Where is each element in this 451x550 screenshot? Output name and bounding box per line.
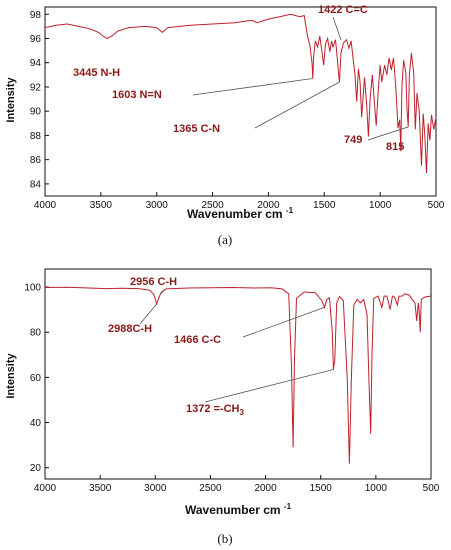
y-tick-label: 60 [30,373,42,384]
peak-annotation-label: 3445 N-H [73,67,120,79]
panel-a-x-axis-label: Wavenumber cm -1 [187,206,294,221]
x-tick-label: 2500 [201,200,224,211]
panel-a-y-axis-label: Intensity [5,77,17,123]
x-tick-label: 2000 [254,483,277,494]
x-tick-label: 3500 [90,200,113,211]
y-tick-label: 90 [30,107,42,118]
peak-annotation-label: 815 [386,141,404,153]
y-tick-label: 40 [30,418,42,429]
panel-a-y-ticks: 84 86 88 90 92 94 96 98 [30,10,49,190]
y-tick-label: 86 [30,155,42,166]
y-tick-label: 80 [30,328,42,339]
peak-annotation-label: 1365 C-N [173,123,220,135]
panel-a: 4000 3500 3000 2500 2000 1500 1000 500 84 86 88 90… [5,4,445,247]
panel-b-y-axis-label: Intensity [5,353,17,399]
panel-b-x-axis-label: Wavenumber cm -1 [185,502,292,517]
x-tick-label: 3000 [144,483,167,494]
x-tick-label: 500 [428,200,445,211]
y-tick-label: 96 [30,34,42,45]
panel-a-x-ticks: 4000 3500 3000 2500 2000 1500 1000 500 [34,192,445,211]
y-tick-label: 88 [30,131,42,142]
panel-a-spectrum-line [44,13,437,174]
x-tick-label: 1000 [369,200,392,211]
panel-b: 4000 3500 3000 2500 2000 1500 1000 500 20 40 60 80… [5,268,440,546]
peak-annotation-label: 1422 C=C [318,4,368,16]
annotation-leader-line [204,369,334,403]
panel-b-spectrum-line [44,286,432,464]
x-tick-label: 3500 [89,483,112,494]
peak-annotation-label: 2988C-H [108,323,152,335]
y-tick-label: 20 [30,463,42,474]
x-tick-label: 2500 [199,483,222,494]
peak-annotation-label: 1372 =-CH3 [186,403,245,417]
panel-b-frame [44,268,432,480]
annotation-leader-line [159,288,166,296]
x-tick-label: 1500 [313,200,336,211]
annotation-leader-line [367,126,409,141]
x-tick-label: 1000 [365,483,388,494]
x-axis-label-superscript: -1 [286,206,294,215]
annotation-leader-line [332,16,342,41]
annotation-leader-line [242,307,325,338]
panel-a-annotations: 3445 N-H 1422 C=C 1603 N=N 1365 C-N 749 815 [73,4,409,153]
y-tick-label: 92 [30,82,42,93]
panel-b-y-ticks: 20 40 60 80 100 [24,283,49,474]
y-tick-label: 84 [30,179,42,190]
panel-a-caption: (a) [218,232,232,247]
y-tick-label: 100 [24,283,41,294]
peak-annotation-label: 2956 C-H [130,276,177,288]
annotation-subscript: 3 [240,408,245,417]
x-tick-label: 1500 [310,483,333,494]
panel-a-x-axis-label-text: Wavenumber cm [187,207,283,221]
panel-a-frame [44,6,437,197]
y-tick-label: 98 [30,10,42,21]
annotation-leader-line [400,143,403,152]
peak-annotation-label: 1603 N=N [112,89,162,101]
y-tick-label: 94 [30,58,42,69]
x-tick-label: 2000 [257,200,280,211]
panel-b-caption: (b) [217,531,232,546]
x-tick-label: 500 [423,483,440,494]
x-tick-label: 4000 [34,483,57,494]
peak-annotation-label: 1466 C-C [174,334,221,346]
x-tick-label: 3000 [146,200,169,211]
annotation-leader-line [139,303,157,325]
peak-annotation-label: 749 [344,134,362,146]
panel-b-x-ticks: 4000 3500 3000 2500 2000 1500 1000 500 [34,475,440,494]
x-tick-label: 4000 [34,200,57,211]
annotation-leader-line [254,81,340,129]
x-axis-label-superscript: -1 [284,502,292,511]
panel-b-annotations: 2956 C-H 2988C-H 1466 C-C 1372 =-CH3 [108,276,334,417]
annotation-leader-line [192,78,313,96]
